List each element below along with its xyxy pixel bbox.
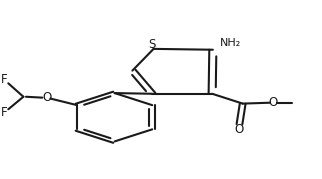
- Text: F: F: [1, 73, 7, 86]
- Text: S: S: [148, 38, 156, 51]
- Text: NH₂: NH₂: [220, 38, 241, 49]
- Text: O: O: [235, 123, 244, 136]
- Text: O: O: [269, 96, 278, 109]
- Text: F: F: [1, 106, 7, 119]
- Text: O: O: [42, 91, 51, 104]
